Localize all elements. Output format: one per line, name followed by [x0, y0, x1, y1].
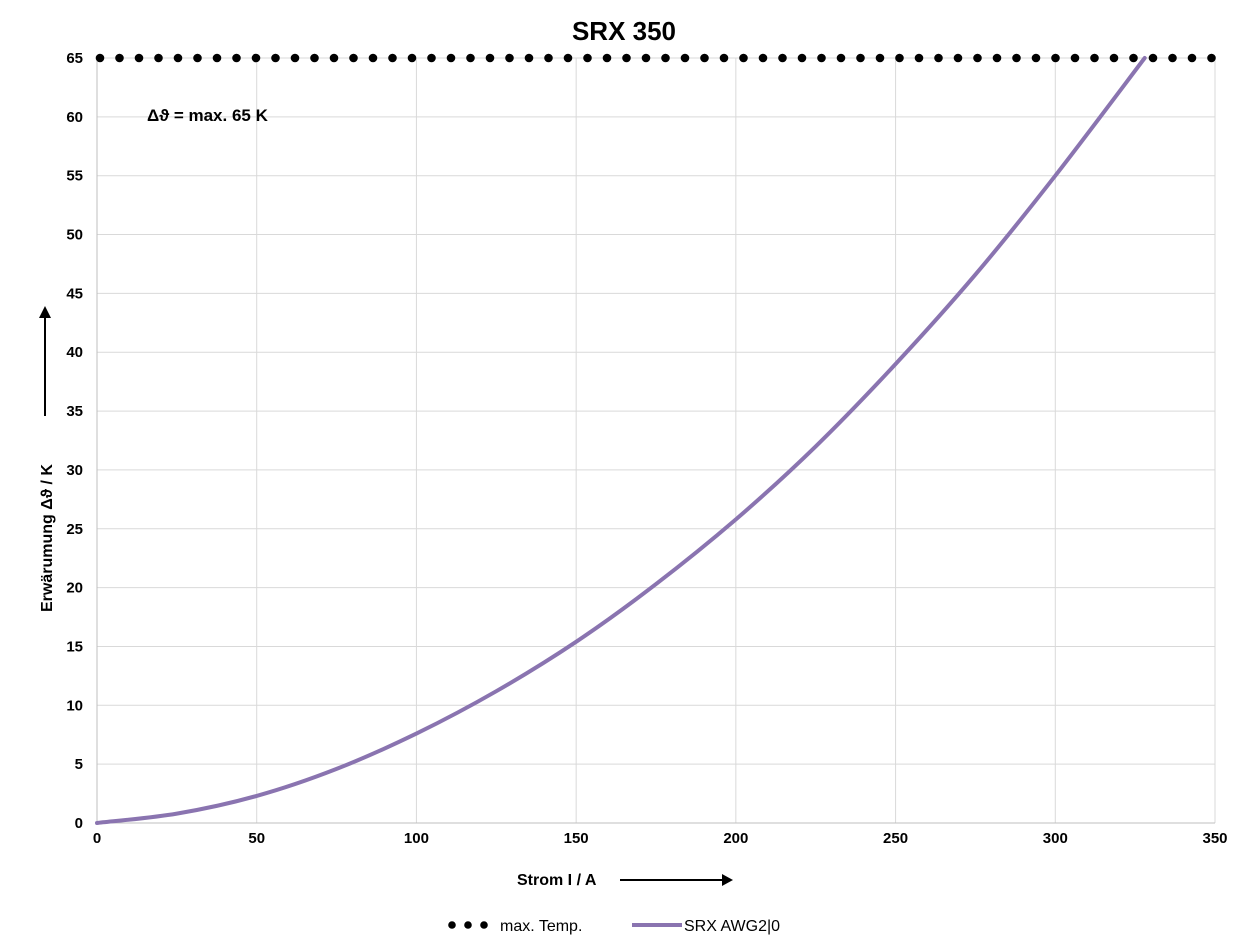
- y-tick-label-7: 35: [66, 403, 83, 420]
- max-temp-dot-8: [251, 53, 261, 63]
- max-temp-dot-16: [407, 53, 417, 63]
- max-temp-dot-43: [934, 53, 943, 63]
- x-tick-label-1: 50: [248, 830, 265, 847]
- max-temp-dot-3: [154, 53, 163, 63]
- x-tick-label-4: 200: [723, 830, 748, 847]
- y-tick-label-9: 45: [66, 285, 83, 302]
- max-temp-dot-11: [310, 53, 319, 63]
- y-tick-labels: 0 5 10 15 20 25 30 35 40 45 50 55 60 65: [66, 50, 83, 832]
- max-temp-dot-21: [505, 53, 514, 63]
- y-tick-label-13: 65: [66, 50, 83, 67]
- max-temp-dot-1: [115, 53, 124, 63]
- max-temp-dot-31: [700, 53, 709, 63]
- max-temp-dot-24: [563, 53, 573, 63]
- y-tick-label-10: 50: [66, 227, 83, 244]
- max-temp-dot-45: [973, 53, 982, 63]
- y-tick-label-6: 30: [66, 462, 83, 479]
- max-temp-dot-34: [758, 53, 768, 63]
- max-temp-dot-0: [95, 53, 105, 63]
- x-tick-label-2: 100: [404, 830, 429, 847]
- legend-label-srx: SRX AWG2|0: [684, 918, 780, 935]
- max-temp-dot-41: [895, 53, 904, 63]
- max-temp-dot-29: [661, 53, 670, 63]
- max-temp-dot-6: [212, 53, 222, 63]
- max-temp-dot-40: [875, 53, 885, 63]
- max-temp-dot-35: [778, 53, 787, 63]
- max-temp-dot-23: [544, 53, 553, 63]
- max-temp-dot-52: [1109, 53, 1119, 63]
- y-tick-label-8: 40: [66, 344, 83, 361]
- max-temp-dot-50: [1070, 53, 1080, 63]
- max-temp-dot-42: [914, 53, 924, 63]
- y-tick-label-4: 20: [66, 580, 83, 597]
- max-temp-dot-27: [622, 53, 631, 63]
- axes: [96, 58, 1215, 824]
- max-temp-dot-22: [524, 53, 534, 63]
- y-tick-label-2: 10: [66, 697, 83, 714]
- legend-dot-2: [480, 921, 488, 929]
- x-axis-arrowhead: [722, 874, 733, 886]
- max-temp-dot-26: [602, 53, 612, 63]
- legend-label-max-temp: max. Temp.: [500, 918, 582, 935]
- max-temp-dot-2: [134, 53, 144, 63]
- max-temp-dot-46: [992, 53, 1002, 63]
- max-temp-dot-28: [641, 53, 651, 63]
- max-temp-dot-15: [388, 53, 397, 63]
- max-temp-dot-51: [1090, 53, 1099, 63]
- max-temp-dot-37: [817, 53, 826, 63]
- y-axis-arrowhead: [39, 306, 51, 318]
- max-temp-dot-20: [485, 53, 495, 63]
- max-temp-dot-57: [1207, 53, 1216, 63]
- legend-dot-0: [448, 921, 456, 929]
- series-layer: [95, 53, 1216, 825]
- max-temp-dot-39: [856, 53, 865, 63]
- max-temp-dot-10: [290, 53, 300, 63]
- max-temp-dot-55: [1168, 53, 1177, 63]
- max-temp-dot-38: [836, 53, 846, 63]
- x-axis-label: Strom I / A: [517, 872, 597, 889]
- max-temp-dot-30: [680, 53, 690, 63]
- max-temp-dot-25: [583, 53, 592, 63]
- y-tick-label-0: 0: [75, 815, 83, 832]
- x-tick-label-3: 150: [564, 830, 589, 847]
- max-temp-dot-54: [1148, 53, 1158, 63]
- x-tick-label-0: 0: [93, 830, 101, 847]
- y-axis-label: Erwärumung Δϑ / K: [39, 464, 56, 612]
- max-temp-dot-33: [739, 53, 748, 63]
- max-temp-dot-32: [719, 53, 729, 63]
- max-temp-dot-53: [1129, 53, 1138, 63]
- max-temp-dot-56: [1187, 53, 1197, 63]
- max-temp-annotation: Δϑ = max. 65 K: [147, 106, 269, 125]
- x-tick-labels: 0 50 100 150 200 250 300 350: [93, 830, 1228, 847]
- y-tick-label-5: 25: [66, 521, 83, 538]
- max-temp-dot-14: [368, 53, 378, 63]
- y-tick-label-12: 60: [66, 109, 83, 126]
- max-temp-dot-4: [173, 53, 183, 63]
- x-tick-label-7: 350: [1202, 830, 1227, 847]
- y-tick-label-11: 55: [66, 168, 83, 185]
- max-temp-dot-7: [232, 53, 241, 63]
- max-temp-dot-19: [466, 53, 475, 63]
- max-temp-dot-18: [446, 53, 456, 63]
- x-tick-label-6: 300: [1043, 830, 1068, 847]
- grid: [96, 57, 1216, 824]
- chart-title: SRX 350: [572, 16, 676, 46]
- max-temp-dot-12: [329, 53, 339, 63]
- max-temp-dot-48: [1031, 53, 1041, 63]
- max-temp-dot-5: [193, 53, 202, 63]
- series-line-srx-awg2-0: [95, 56, 1147, 825]
- max-temp-dot-9: [271, 53, 280, 63]
- max-temp-dot-13: [349, 53, 358, 63]
- legend-dot-1: [464, 921, 472, 929]
- max-temp-dot-44: [953, 53, 963, 63]
- legend: max. Temp. SRX AWG2|0: [448, 918, 780, 935]
- y-tick-label-3: 15: [66, 638, 83, 655]
- x-tick-label-5: 250: [883, 830, 908, 847]
- max-temp-dot-36: [797, 53, 807, 63]
- max-temp-dot-49: [1051, 53, 1060, 63]
- y-tick-label-1: 5: [75, 756, 83, 773]
- max-temp-dot-17: [427, 53, 436, 63]
- max-temp-dot-47: [1012, 53, 1021, 63]
